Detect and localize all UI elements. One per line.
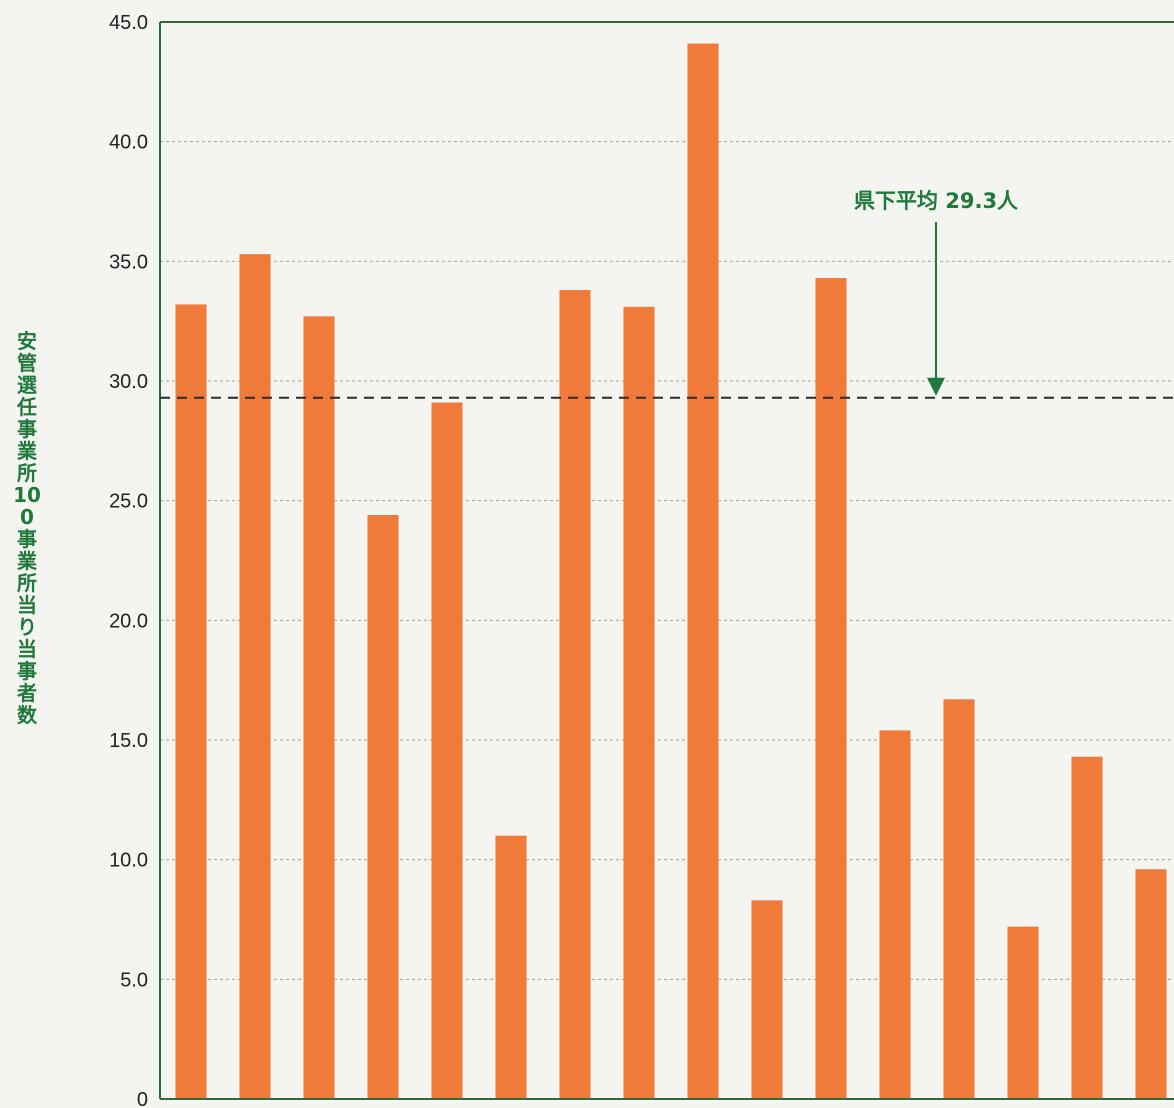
bar <box>623 306 655 1100</box>
bar <box>815 278 847 1099</box>
bar <box>879 730 911 1099</box>
y-tick-label: 40.0 <box>109 132 148 154</box>
bar <box>751 900 783 1099</box>
y-axis-label: 安管選任事業所100事業所当り当事者数 <box>12 330 42 726</box>
y-tick-label: 10.0 <box>109 850 148 872</box>
reference-layer: 県下平均 29.3人 <box>160 189 1174 399</box>
bar <box>495 835 527 1099</box>
axis-layer <box>159 21 1174 1100</box>
bar-layer <box>175 43 1167 1100</box>
annotation-arrow-head <box>927 377 945 396</box>
y-axis-label-text: 安管選任事業所100事業所当り当事者数 <box>13 329 41 727</box>
y-tick-label: 35.0 <box>109 251 148 273</box>
bar <box>1135 869 1167 1099</box>
bar <box>431 402 463 1099</box>
bar <box>175 304 207 1099</box>
bar <box>239 254 271 1100</box>
bar <box>687 43 719 1099</box>
y-tick-label: 20.0 <box>109 610 148 632</box>
average-annotation-label: 県下平均 29.3人 <box>854 189 1018 213</box>
y-tick-label: 30.0 <box>109 371 148 393</box>
bar <box>943 699 975 1099</box>
y-tick-label: 25.0 <box>109 491 148 513</box>
bar <box>1071 756 1103 1099</box>
tick-layer: 0 5.0 10.0 15.0 20.0 25.0 30.0 35.0 40.0 45.0 <box>109 12 148 1108</box>
bar <box>1007 926 1039 1099</box>
y-tick-label: 5.0 <box>120 969 148 991</box>
bar <box>303 316 335 1099</box>
y-tick-label: 0 <box>137 1089 148 1108</box>
bar <box>559 290 591 1099</box>
bar <box>367 515 399 1099</box>
y-tick-label: 45.0 <box>109 12 148 34</box>
y-tick-label: 15.0 <box>109 730 148 752</box>
